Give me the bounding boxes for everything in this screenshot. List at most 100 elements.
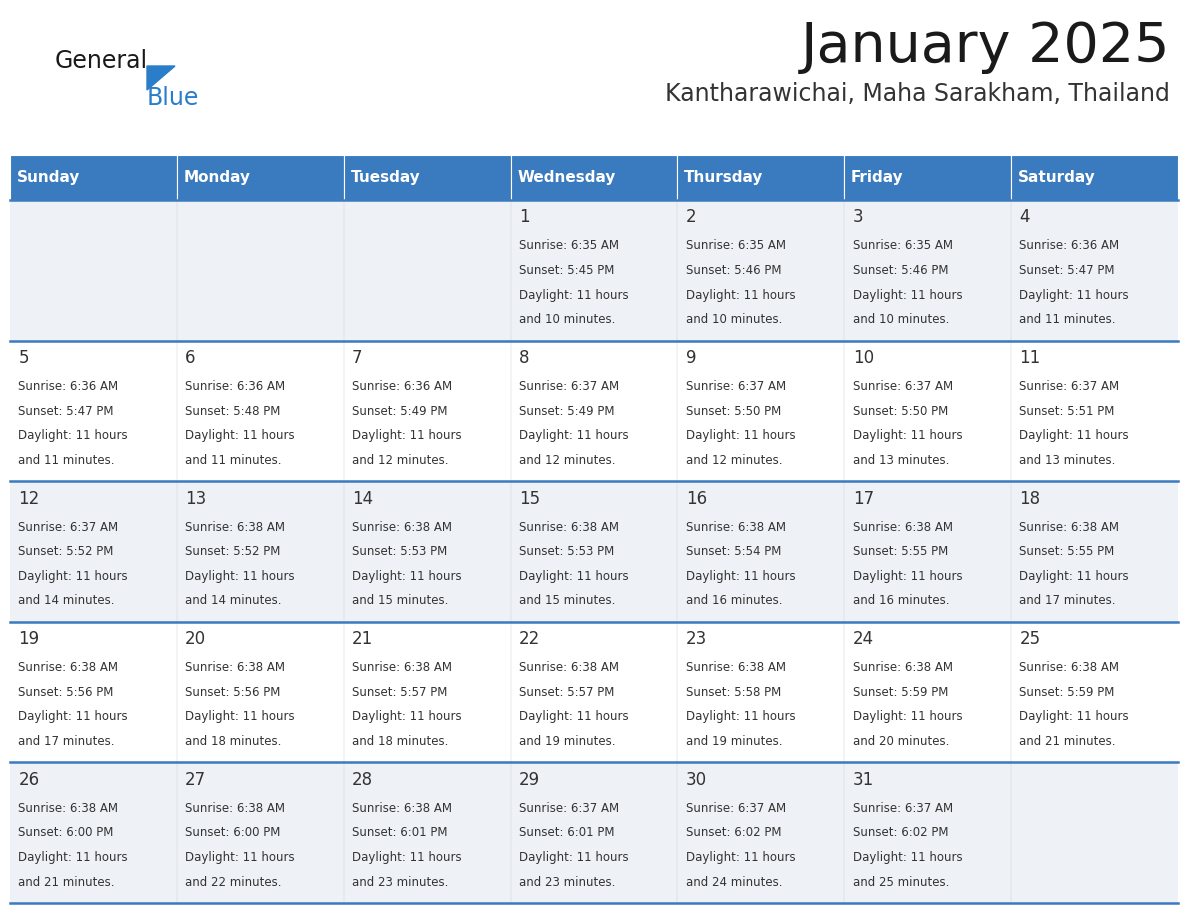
Bar — [677, 155, 845, 200]
Text: Sunrise: 6:37 AM: Sunrise: 6:37 AM — [853, 380, 953, 393]
Text: 22: 22 — [519, 631, 541, 648]
Bar — [845, 155, 1011, 200]
Text: Daylight: 11 hours: Daylight: 11 hours — [853, 851, 962, 864]
Text: 14: 14 — [352, 489, 373, 508]
Text: Sunset: 5:51 PM: Sunset: 5:51 PM — [1019, 405, 1114, 418]
Text: Daylight: 11 hours: Daylight: 11 hours — [853, 288, 962, 302]
Text: Sunrise: 6:38 AM: Sunrise: 6:38 AM — [685, 521, 785, 533]
Text: Daylight: 11 hours: Daylight: 11 hours — [185, 851, 295, 864]
Text: 10: 10 — [853, 349, 873, 367]
Text: Daylight: 11 hours: Daylight: 11 hours — [1019, 570, 1129, 583]
Text: Sunrise: 6:35 AM: Sunrise: 6:35 AM — [519, 240, 619, 252]
Text: Sunrise: 6:38 AM: Sunrise: 6:38 AM — [519, 661, 619, 674]
Bar — [10, 200, 1178, 341]
Bar — [10, 341, 1178, 481]
Text: Daylight: 11 hours: Daylight: 11 hours — [519, 288, 628, 302]
Text: and 11 minutes.: and 11 minutes. — [18, 453, 115, 466]
Text: Sunrise: 6:37 AM: Sunrise: 6:37 AM — [685, 801, 786, 815]
Text: Daylight: 11 hours: Daylight: 11 hours — [519, 851, 628, 864]
Text: Sunrise: 6:36 AM: Sunrise: 6:36 AM — [185, 380, 285, 393]
Text: Sunset: 5:45 PM: Sunset: 5:45 PM — [519, 264, 614, 277]
Text: and 11 minutes.: and 11 minutes. — [1019, 313, 1116, 326]
Text: January 2025: January 2025 — [801, 20, 1170, 74]
Text: Sunday: Sunday — [17, 170, 80, 185]
Text: Daylight: 11 hours: Daylight: 11 hours — [1019, 288, 1129, 302]
Text: Daylight: 11 hours: Daylight: 11 hours — [352, 851, 462, 864]
Text: Sunset: 5:53 PM: Sunset: 5:53 PM — [352, 545, 448, 558]
Text: Daylight: 11 hours: Daylight: 11 hours — [185, 711, 295, 723]
Text: and 11 minutes.: and 11 minutes. — [185, 453, 282, 466]
Text: Daylight: 11 hours: Daylight: 11 hours — [352, 711, 462, 723]
Text: 21: 21 — [352, 631, 373, 648]
Text: Sunrise: 6:37 AM: Sunrise: 6:37 AM — [519, 801, 619, 815]
Bar — [10, 155, 177, 200]
Text: 31: 31 — [853, 771, 874, 789]
Text: Sunset: 5:59 PM: Sunset: 5:59 PM — [853, 686, 948, 699]
Text: and 14 minutes.: and 14 minutes. — [185, 594, 282, 608]
Text: Blue: Blue — [147, 86, 200, 110]
Bar — [10, 481, 1178, 621]
Text: 6: 6 — [185, 349, 196, 367]
Text: 5: 5 — [18, 349, 29, 367]
Text: Sunrise: 6:38 AM: Sunrise: 6:38 AM — [352, 521, 453, 533]
Text: Sunset: 5:57 PM: Sunset: 5:57 PM — [352, 686, 448, 699]
Text: Sunset: 5:56 PM: Sunset: 5:56 PM — [18, 686, 114, 699]
Text: Sunrise: 6:38 AM: Sunrise: 6:38 AM — [853, 661, 953, 674]
Text: Daylight: 11 hours: Daylight: 11 hours — [519, 711, 628, 723]
Text: and 12 minutes.: and 12 minutes. — [519, 453, 615, 466]
Text: and 23 minutes.: and 23 minutes. — [519, 876, 615, 889]
Text: Sunset: 5:47 PM: Sunset: 5:47 PM — [1019, 264, 1116, 277]
Text: Daylight: 11 hours: Daylight: 11 hours — [853, 430, 962, 442]
Text: Sunrise: 6:38 AM: Sunrise: 6:38 AM — [185, 801, 285, 815]
Text: 3: 3 — [853, 208, 864, 227]
Text: Sunset: 6:02 PM: Sunset: 6:02 PM — [685, 826, 782, 839]
Text: Sunset: 5:50 PM: Sunset: 5:50 PM — [685, 405, 781, 418]
Text: Sunrise: 6:38 AM: Sunrise: 6:38 AM — [1019, 521, 1119, 533]
Text: Daylight: 11 hours: Daylight: 11 hours — [685, 430, 796, 442]
Text: Tuesday: Tuesday — [350, 170, 421, 185]
Text: Sunrise: 6:38 AM: Sunrise: 6:38 AM — [352, 801, 453, 815]
Text: Sunrise: 6:37 AM: Sunrise: 6:37 AM — [519, 380, 619, 393]
Text: Sunset: 5:46 PM: Sunset: 5:46 PM — [853, 264, 948, 277]
Text: Sunrise: 6:37 AM: Sunrise: 6:37 AM — [853, 801, 953, 815]
Text: and 15 minutes.: and 15 minutes. — [352, 594, 448, 608]
Text: Daylight: 11 hours: Daylight: 11 hours — [185, 570, 295, 583]
Text: Sunset: 5:49 PM: Sunset: 5:49 PM — [352, 405, 448, 418]
Text: Sunset: 5:56 PM: Sunset: 5:56 PM — [185, 686, 280, 699]
Text: Sunset: 6:00 PM: Sunset: 6:00 PM — [185, 826, 280, 839]
Text: and 16 minutes.: and 16 minutes. — [685, 594, 782, 608]
Text: 1: 1 — [519, 208, 530, 227]
Text: Daylight: 11 hours: Daylight: 11 hours — [352, 570, 462, 583]
Text: Daylight: 11 hours: Daylight: 11 hours — [853, 570, 962, 583]
Text: Sunrise: 6:35 AM: Sunrise: 6:35 AM — [853, 240, 953, 252]
Text: 4: 4 — [1019, 208, 1030, 227]
Text: 27: 27 — [185, 771, 207, 789]
Text: 18: 18 — [1019, 489, 1041, 508]
Text: Saturday: Saturday — [1018, 170, 1095, 185]
Text: and 10 minutes.: and 10 minutes. — [685, 313, 782, 326]
Text: Daylight: 11 hours: Daylight: 11 hours — [685, 288, 796, 302]
Text: Thursday: Thursday — [684, 170, 764, 185]
Text: Sunrise: 6:37 AM: Sunrise: 6:37 AM — [685, 380, 786, 393]
Text: and 13 minutes.: and 13 minutes. — [1019, 453, 1116, 466]
Text: and 18 minutes.: and 18 minutes. — [185, 735, 282, 748]
Text: and 10 minutes.: and 10 minutes. — [519, 313, 615, 326]
Bar — [511, 155, 677, 200]
Text: Daylight: 11 hours: Daylight: 11 hours — [1019, 711, 1129, 723]
Text: Sunset: 6:01 PM: Sunset: 6:01 PM — [352, 826, 448, 839]
Text: 11: 11 — [1019, 349, 1041, 367]
Text: 29: 29 — [519, 771, 541, 789]
Text: and 12 minutes.: and 12 minutes. — [685, 453, 782, 466]
Text: Sunrise: 6:37 AM: Sunrise: 6:37 AM — [1019, 380, 1119, 393]
Text: Sunrise: 6:38 AM: Sunrise: 6:38 AM — [685, 661, 785, 674]
Text: Sunrise: 6:38 AM: Sunrise: 6:38 AM — [18, 801, 119, 815]
Text: and 21 minutes.: and 21 minutes. — [18, 876, 115, 889]
Text: Friday: Friday — [851, 170, 904, 185]
Text: Sunrise: 6:38 AM: Sunrise: 6:38 AM — [519, 521, 619, 533]
Text: Daylight: 11 hours: Daylight: 11 hours — [519, 430, 628, 442]
Text: Daylight: 11 hours: Daylight: 11 hours — [853, 711, 962, 723]
Text: Sunset: 5:52 PM: Sunset: 5:52 PM — [185, 545, 280, 558]
Text: 30: 30 — [685, 771, 707, 789]
Text: Sunrise: 6:38 AM: Sunrise: 6:38 AM — [352, 661, 453, 674]
Text: and 19 minutes.: and 19 minutes. — [685, 735, 782, 748]
